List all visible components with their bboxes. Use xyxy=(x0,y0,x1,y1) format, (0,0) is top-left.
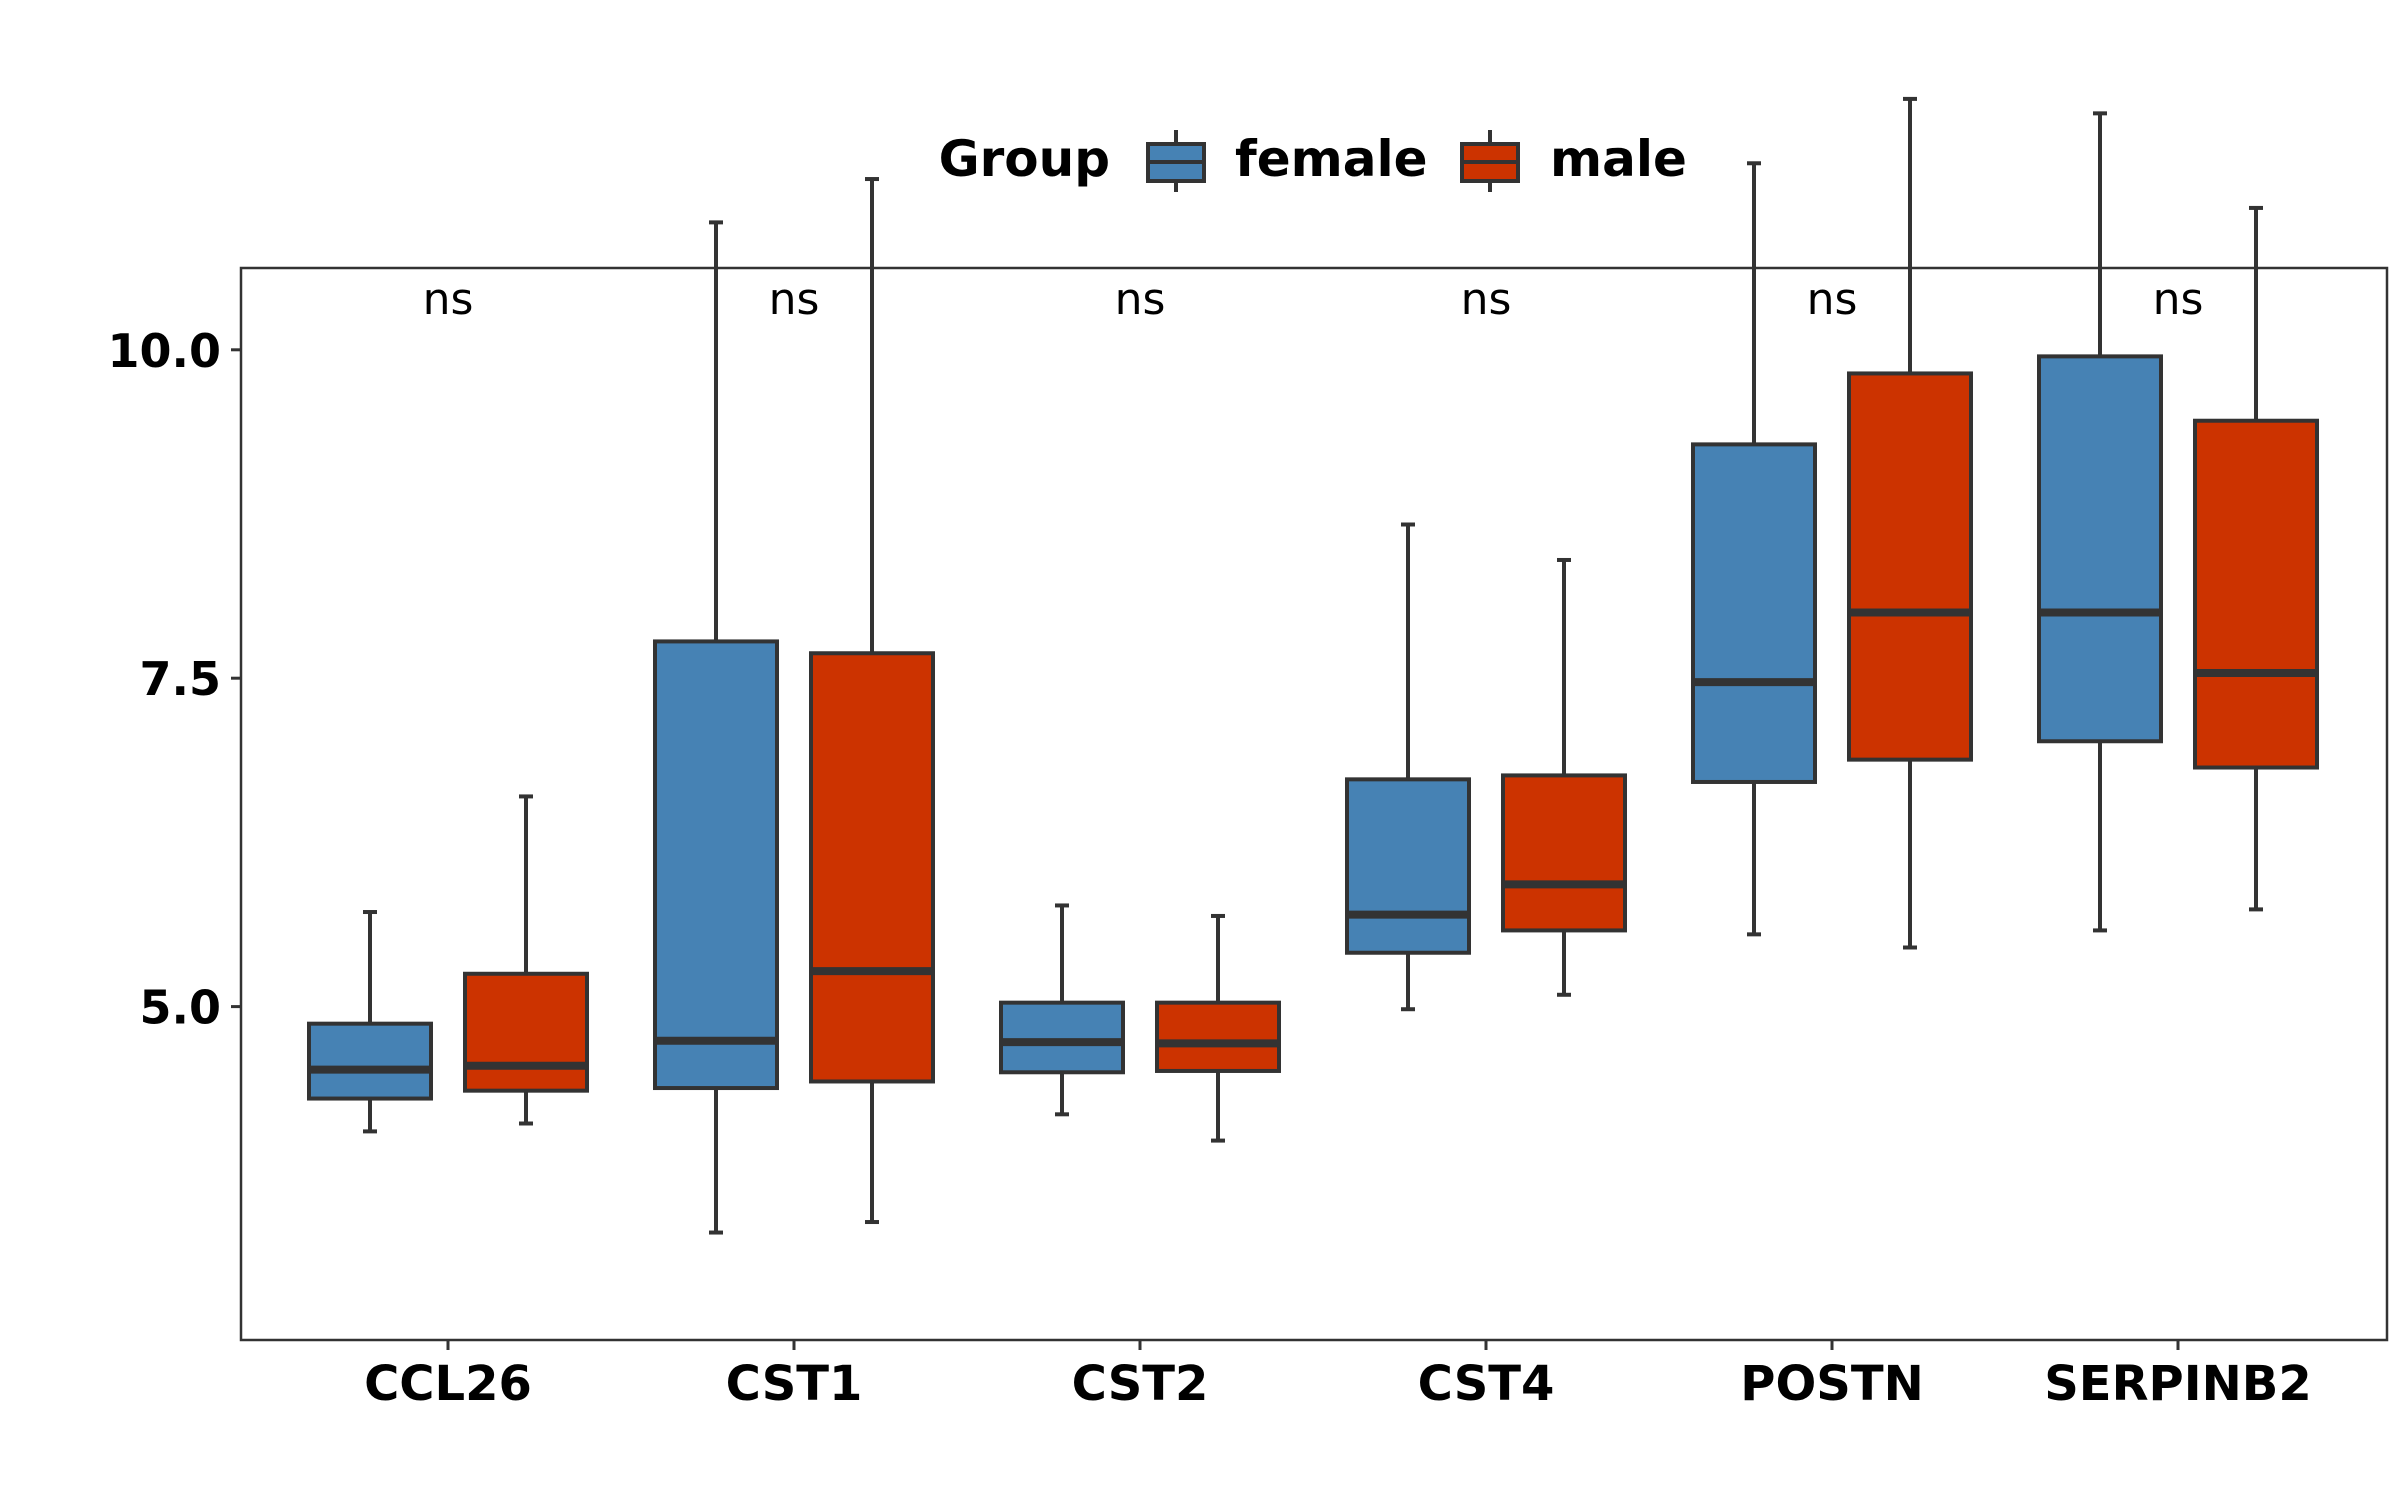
significance-label: ns xyxy=(769,274,820,325)
box-male-SERPINB2 xyxy=(2193,205,2319,912)
legend-label-male: male xyxy=(1550,130,1687,188)
iqr-box xyxy=(1847,371,1973,762)
x-tick-label: CST1 xyxy=(726,1356,863,1412)
significance-label: ns xyxy=(423,274,474,325)
y-tick-label: 7.5 xyxy=(140,652,222,706)
iqr-box xyxy=(307,1021,433,1101)
box-male-CST2 xyxy=(1155,913,1281,1143)
x-tick-label: CST2 xyxy=(1072,1356,1209,1412)
legend: Group female male xyxy=(939,130,1687,192)
iqr-box xyxy=(2037,354,2163,744)
iqr-box xyxy=(1155,1000,1281,1073)
y-axis: 5.0 7.5 10.0 xyxy=(108,324,241,1035)
iqr-box xyxy=(653,639,779,1091)
boxes xyxy=(307,96,2319,1235)
iqr-box xyxy=(1501,773,1627,933)
legend-title: Group xyxy=(939,130,1110,188)
box-female-CST4 xyxy=(1345,522,1471,1012)
iqr-box xyxy=(809,651,935,1084)
iqr-box xyxy=(1345,777,1471,955)
box-male-CST1 xyxy=(809,177,935,1225)
box-female-SERPINB2 xyxy=(2037,111,2163,933)
x-tick-label: CCL26 xyxy=(364,1356,532,1412)
iqr-box xyxy=(2193,418,2319,770)
legend-label-female: female xyxy=(1235,130,1428,188)
significance-label: ns xyxy=(1461,274,1512,325)
x-tick-label: SERPINB2 xyxy=(2044,1356,2312,1412)
box-male-POSTN xyxy=(1847,96,1973,950)
box-male-CCL26 xyxy=(463,794,589,1126)
significance-label: ns xyxy=(1807,274,1858,325)
significance-labels: ns ns ns ns ns ns xyxy=(423,274,2204,325)
box-female-CST1 xyxy=(653,220,779,1235)
box-female-CST2 xyxy=(999,903,1125,1117)
x-axis: CCL26 CST1 CST2 CST4 POSTN SERPINB2 xyxy=(364,1340,2312,1412)
x-tick-label: POSTN xyxy=(1740,1356,1923,1412)
iqr-box xyxy=(999,1000,1125,1075)
iqr-box xyxy=(1691,442,1817,784)
significance-label: ns xyxy=(2153,274,2204,325)
x-tick-label: CST4 xyxy=(1418,1356,1555,1412)
legend-item-female: female xyxy=(1146,130,1428,192)
box-female-CCL26 xyxy=(307,910,433,1134)
significance-label: ns xyxy=(1115,274,1166,325)
box-female-POSTN xyxy=(1691,161,1817,937)
plot-panel-border xyxy=(239,266,2389,1342)
legend-item-male: male xyxy=(1460,130,1687,192)
y-tick-label: 5.0 xyxy=(140,981,222,1035)
box-male-CST4 xyxy=(1501,557,1627,997)
y-tick-label: 10.0 xyxy=(108,324,222,378)
iqr-box xyxy=(463,971,589,1093)
